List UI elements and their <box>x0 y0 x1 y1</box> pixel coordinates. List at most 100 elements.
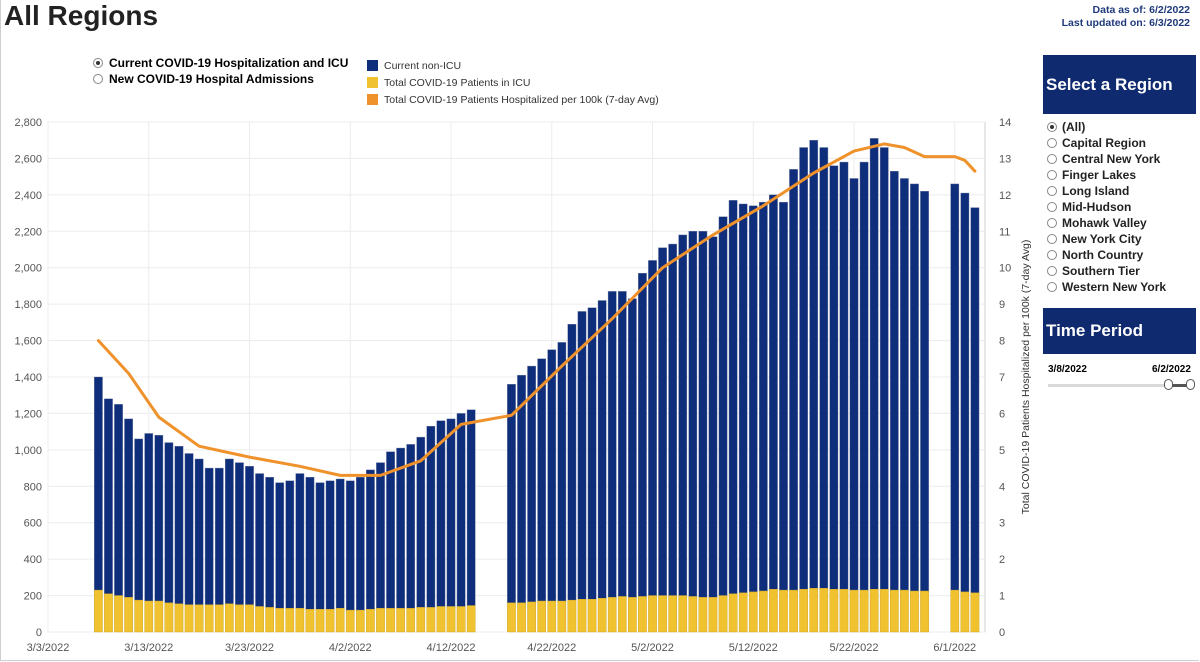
radio-unselected-icon[interactable] <box>1047 282 1057 292</box>
region-option[interactable]: Finger Lakes <box>1047 167 1166 183</box>
bar-icu <box>527 601 536 633</box>
bar-non-icu <box>537 358 547 602</box>
region-label: (All) <box>1062 120 1086 134</box>
bar-non-icu <box>265 476 274 608</box>
region-option[interactable]: Capital Region <box>1047 135 1166 151</box>
bar-non-icu <box>708 236 718 598</box>
bar-icu <box>285 608 295 633</box>
bar-icu <box>466 605 476 633</box>
region-label: Central New York <box>1062 152 1161 166</box>
bar-non-icu <box>819 147 829 589</box>
bar-non-icu <box>799 147 808 590</box>
region-option[interactable]: New York City <box>1047 231 1166 247</box>
region-option[interactable]: Southern Tier <box>1047 263 1166 279</box>
bar-icu <box>235 604 244 633</box>
bar-icu <box>668 595 677 633</box>
y-tick-label: 2,200 <box>14 226 42 238</box>
metric-option-hospitalization-icu[interactable]: Current COVID-19 Hospitalization and ICU <box>93 55 348 71</box>
data-as-of: Data as of: 6/2/2022 <box>1092 4 1190 16</box>
bar-icu <box>345 609 355 633</box>
bar-icu <box>738 592 748 633</box>
bar-icu <box>900 589 909 633</box>
time-slider-start-handle[interactable] <box>1164 379 1173 390</box>
y-tick-label: 2,400 <box>14 190 42 202</box>
metric-option-admissions[interactable]: New COVID-19 Hospital Admissions <box>93 71 348 87</box>
y2-tick-label: 5 <box>999 445 1005 457</box>
bar-icu <box>638 596 647 633</box>
bar-icu <box>769 588 778 633</box>
region-option[interactable]: Mohawk Valley <box>1047 215 1166 231</box>
region-option[interactable]: Central New York <box>1047 151 1166 167</box>
bar-non-icu <box>728 200 738 594</box>
bar-non-icu <box>305 476 315 610</box>
bar-non-icu <box>356 476 365 611</box>
bar-non-icu <box>607 291 617 598</box>
bar-non-icu <box>910 183 919 592</box>
radio-unselected-icon[interactable] <box>1047 266 1057 276</box>
bar-non-icu <box>325 480 335 610</box>
legend-item-non-icu[interactable]: Current non-ICU <box>367 57 659 74</box>
bar-icu <box>809 588 819 633</box>
time-slider-track[interactable] <box>1048 384 1194 387</box>
bar-icu <box>779 589 788 633</box>
radio-unselected-icon[interactable] <box>1047 154 1057 164</box>
bar-icu <box>416 607 426 633</box>
page-title: All Regions <box>4 0 159 31</box>
bar-non-icu <box>114 404 123 596</box>
legend-item-per-100k[interactable]: Total COVID-19 Patients Hospitalized per… <box>367 91 659 108</box>
legend-item-icu[interactable]: Total COVID-19 Patients in ICU <box>367 74 659 91</box>
bar-non-icu <box>255 473 264 607</box>
bar-icu <box>587 599 597 633</box>
radio-selected-icon[interactable] <box>93 58 103 68</box>
region-label: Western New York <box>1062 280 1167 294</box>
line-per-100k <box>96 142 977 477</box>
bar-non-icu <box>154 435 164 602</box>
bar-non-icu <box>466 409 476 606</box>
radio-unselected-icon[interactable] <box>1047 250 1057 260</box>
y2-tick-label: 2 <box>999 554 1005 566</box>
bar-non-icu <box>789 169 798 591</box>
radio-unselected-icon[interactable] <box>1047 218 1057 228</box>
x-tick-label: 6/1/2022 <box>933 642 976 654</box>
bar-non-icu <box>225 458 234 604</box>
bar-non-icu <box>678 234 688 596</box>
time-slider-end-handle[interactable] <box>1186 379 1195 390</box>
bar-non-icu <box>879 147 889 590</box>
y-tick-label: 2,800 <box>14 117 42 129</box>
radio-unselected-icon[interactable] <box>1047 170 1057 180</box>
y2-tick-label: 3 <box>999 518 1005 530</box>
region-option[interactable]: North Country <box>1047 247 1166 263</box>
region-option[interactable]: Mid-Hudson <box>1047 199 1166 215</box>
bar-icu <box>174 603 184 633</box>
y2-tick-label: 14 <box>999 117 1011 129</box>
y2-tick-label: 9 <box>999 299 1005 311</box>
x-tick-label: 5/12/2022 <box>729 642 778 654</box>
region-label: North Country <box>1062 248 1144 262</box>
bar-non-icu <box>366 469 375 610</box>
bar-non-icu <box>335 478 345 609</box>
bar-non-icu <box>839 161 849 590</box>
bar-icu <box>920 590 929 633</box>
bar-non-icu <box>567 323 577 601</box>
bar-non-icu <box>577 311 587 600</box>
time-slider-range <box>1170 384 1190 387</box>
region-option[interactable]: Western New York <box>1047 279 1166 295</box>
radio-unselected-icon[interactable] <box>1047 234 1057 244</box>
radio-unselected-icon[interactable] <box>1047 202 1057 212</box>
bar-non-icu <box>658 247 667 596</box>
y-tick-label: 800 <box>24 481 42 493</box>
radio-unselected-icon[interactable] <box>1047 186 1057 196</box>
x-tick-label: 3/23/2022 <box>225 642 274 654</box>
data-timestamps: Data as of: 6/2/2022 Last updated on: 6/… <box>1062 4 1190 30</box>
region-label: Finger Lakes <box>1062 168 1137 182</box>
radio-unselected-icon[interactable] <box>93 74 103 84</box>
region-option[interactable]: Long Island <box>1047 183 1166 199</box>
radio-unselected-icon[interactable] <box>1047 138 1057 148</box>
bar-non-icu <box>970 207 980 594</box>
region-option[interactable]: (All) <box>1047 119 1166 135</box>
bar-icu <box>869 588 879 633</box>
y2-tick-label: 0 <box>999 627 1005 639</box>
radio-selected-icon[interactable] <box>1047 122 1057 132</box>
y-tick-label: 1,600 <box>14 336 42 348</box>
